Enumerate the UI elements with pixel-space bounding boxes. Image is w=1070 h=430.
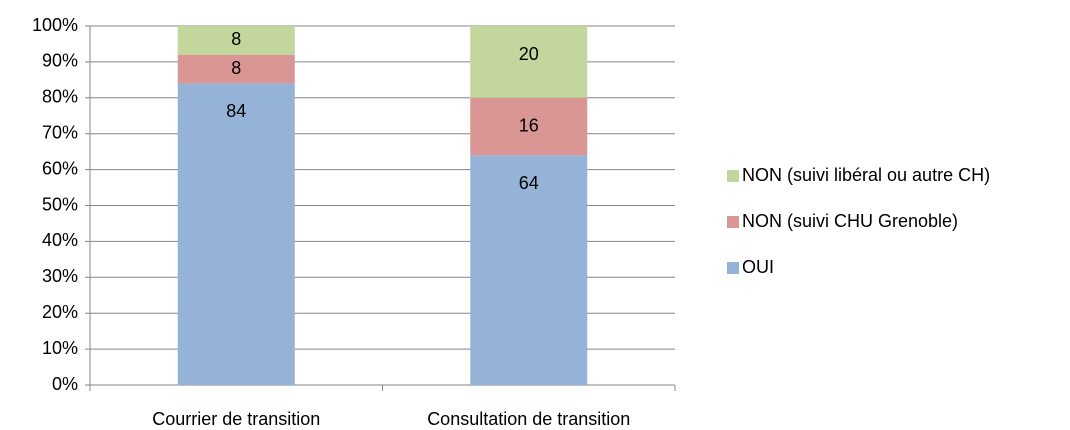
data-label: 8: [231, 58, 241, 78]
y-tick-label: 70%: [42, 122, 78, 142]
legend-swatch: [727, 170, 739, 182]
y-tick-label: 90%: [42, 51, 78, 71]
bar-segment: [177, 83, 295, 385]
data-label: 16: [519, 115, 539, 135]
legend-swatch: [727, 262, 739, 274]
legend-swatch: [727, 216, 739, 228]
data-label: 64: [519, 173, 539, 193]
y-tick-label: 50%: [42, 194, 78, 214]
data-label: 84: [226, 101, 246, 121]
data-label: 20: [519, 44, 539, 64]
y-tick-label: 100%: [32, 15, 78, 35]
data-label: 8: [231, 29, 241, 49]
legend-label: OUI: [742, 257, 774, 277]
x-tick-label: Courrier de transition: [152, 409, 320, 429]
x-tick-label: Consultation de transition: [427, 409, 630, 429]
y-tick-label: 80%: [42, 87, 78, 107]
bar-segment: [177, 26, 295, 55]
y-tick-label: 20%: [42, 302, 78, 322]
legend-label: NON (suivi CHU Grenoble): [742, 211, 958, 231]
y-tick-label: 60%: [42, 158, 78, 178]
bar-segment: [470, 97, 588, 156]
legend-label: NON (suivi libéral ou autre CH): [742, 165, 990, 185]
y-tick-label: 40%: [42, 230, 78, 250]
bar-segment: [177, 54, 295, 84]
y-tick-label: 10%: [42, 338, 78, 358]
y-tick-label: 30%: [42, 266, 78, 286]
y-tick-label: 0%: [52, 374, 78, 394]
bar-segment: [470, 26, 588, 98]
bar-segment: [470, 155, 588, 385]
